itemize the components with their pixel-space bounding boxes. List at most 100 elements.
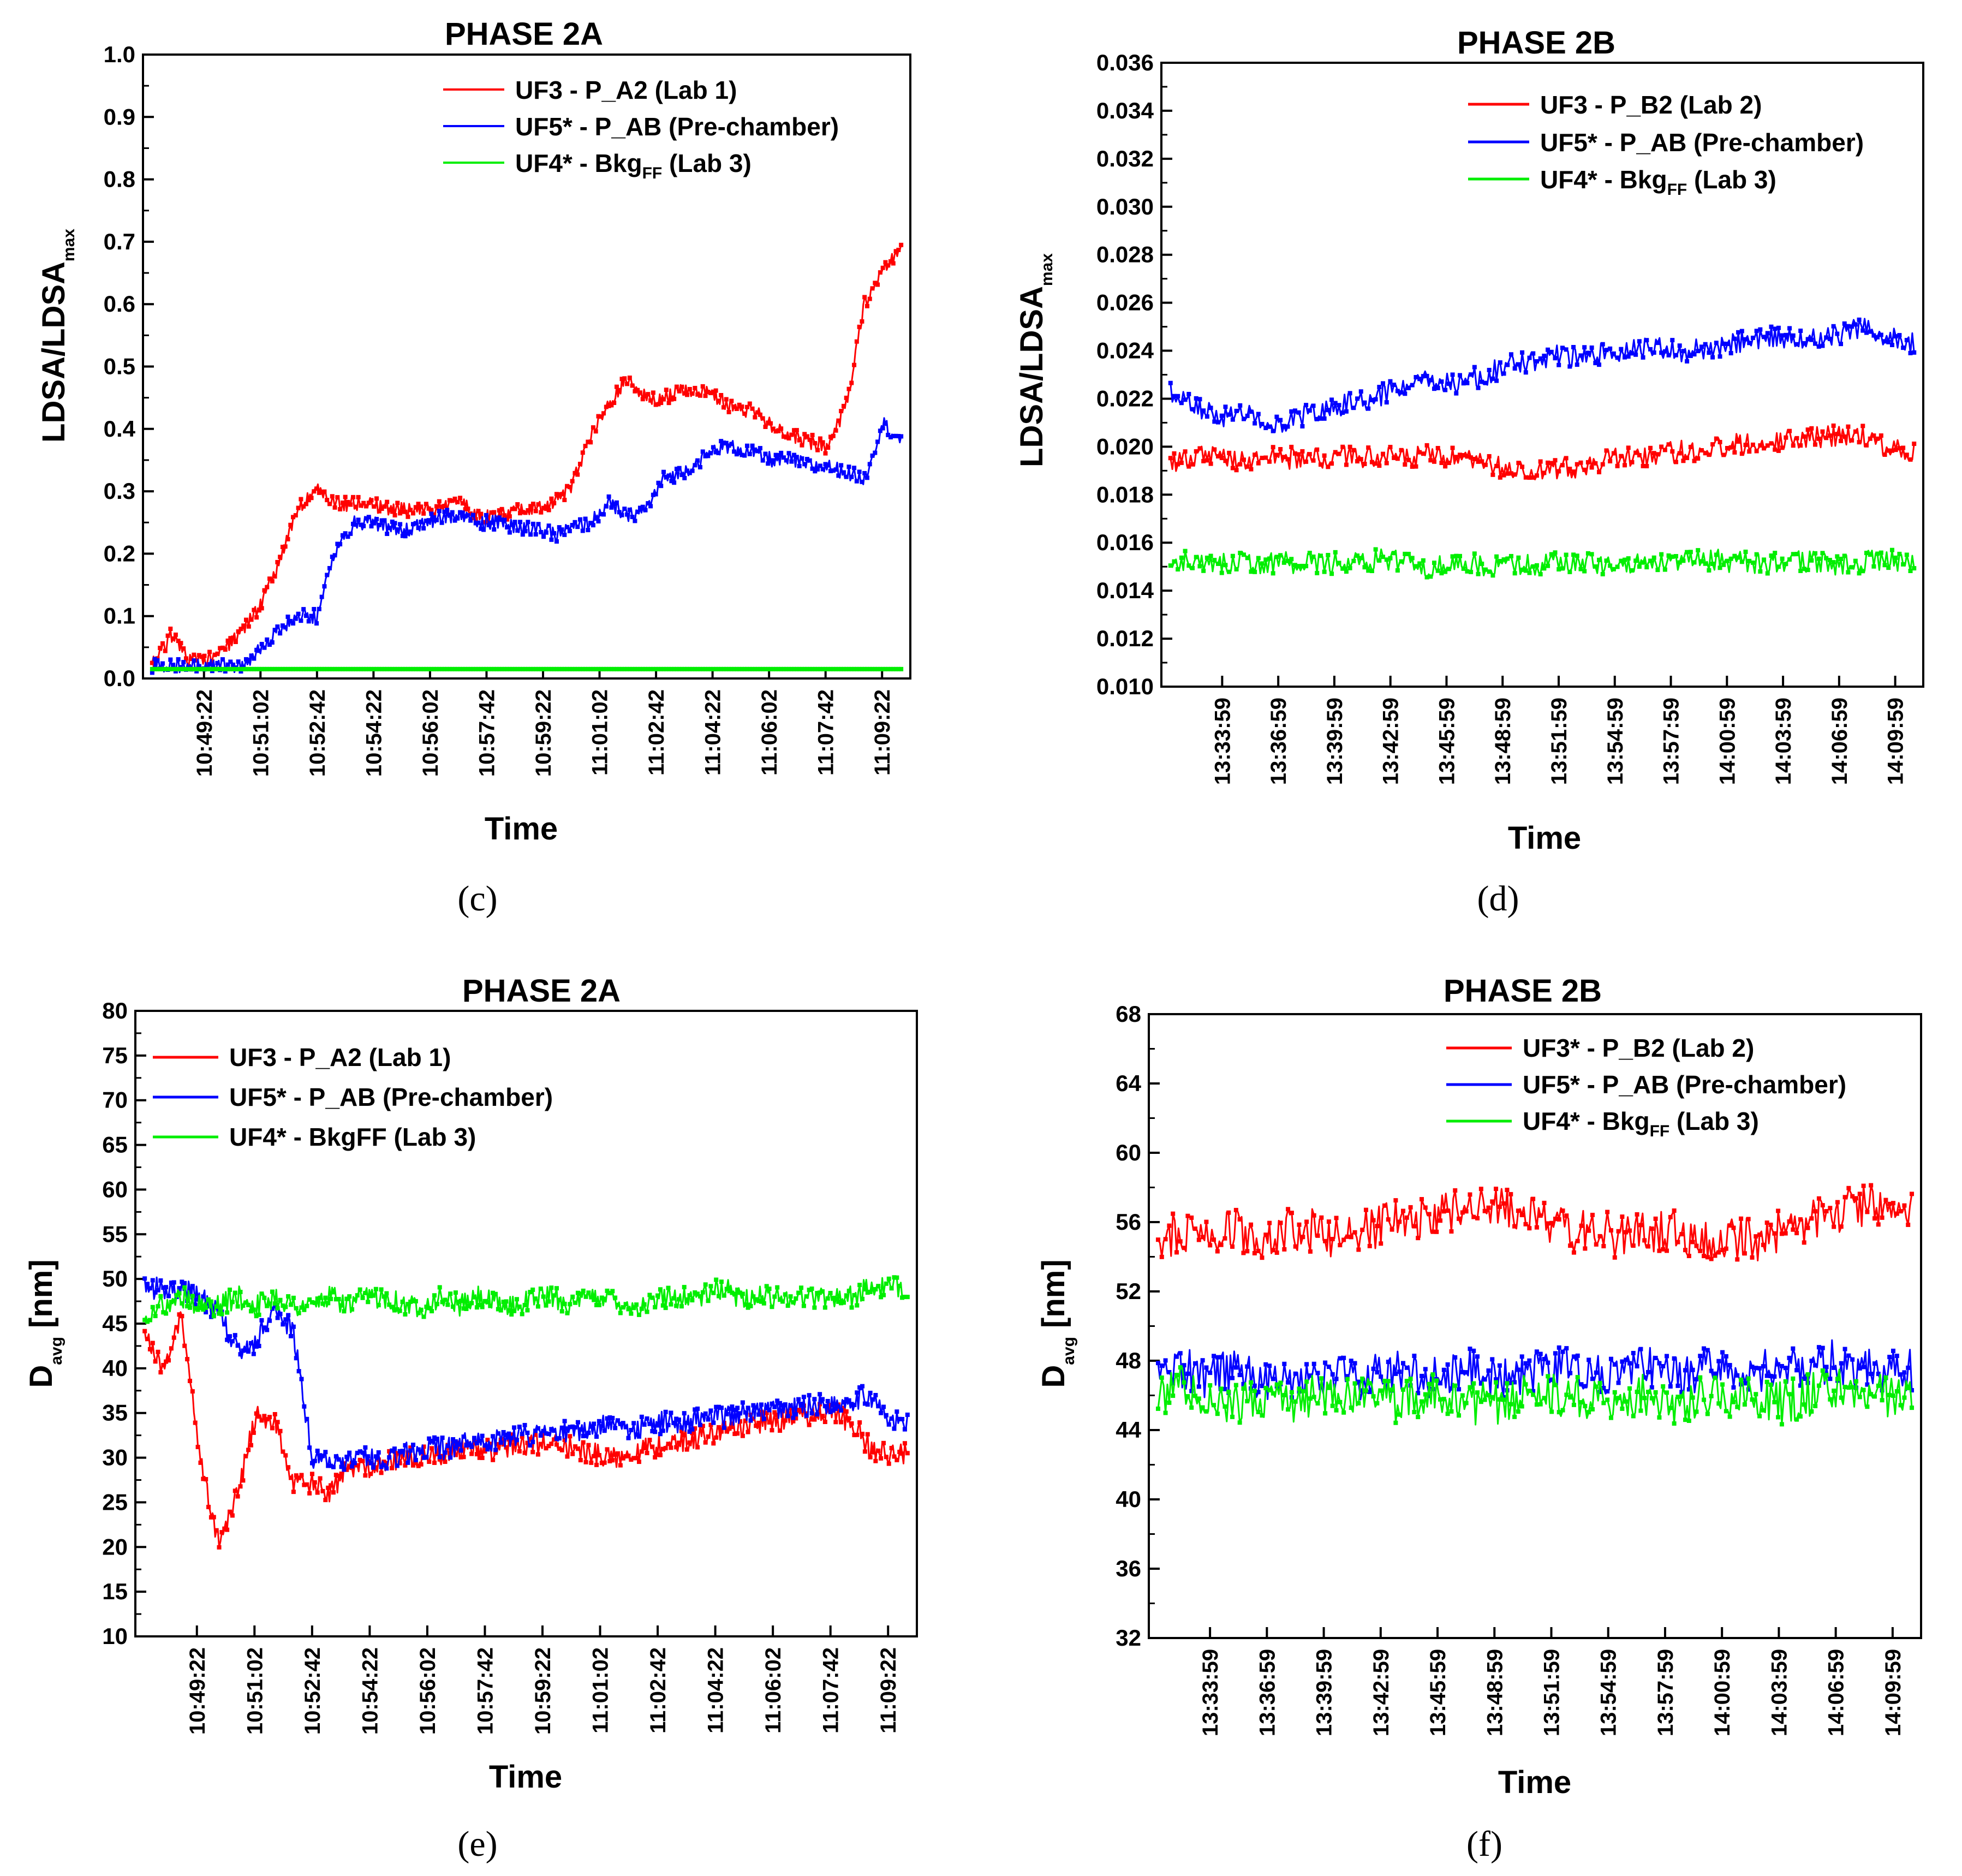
data-point bbox=[262, 588, 267, 593]
data-point bbox=[1260, 561, 1265, 566]
data-point bbox=[408, 1448, 413, 1453]
data-point bbox=[193, 1420, 198, 1425]
data-point bbox=[309, 1461, 314, 1466]
data-point bbox=[1219, 1355, 1224, 1360]
data-point bbox=[1286, 1380, 1291, 1385]
data-point bbox=[886, 263, 891, 268]
data-point bbox=[1256, 412, 1261, 416]
data-point bbox=[635, 509, 640, 514]
data-point bbox=[870, 286, 875, 291]
data-point bbox=[1469, 372, 1474, 377]
data-point bbox=[807, 666, 812, 671]
data-point bbox=[530, 521, 535, 526]
data-point bbox=[1406, 385, 1411, 390]
data-point bbox=[1585, 350, 1590, 355]
data-point bbox=[1612, 1390, 1617, 1395]
data-point bbox=[458, 496, 463, 501]
data-point bbox=[1215, 1412, 1220, 1416]
data-point bbox=[1791, 443, 1796, 448]
data-point bbox=[785, 1303, 790, 1308]
x-tick-label: 11:07:42 bbox=[819, 1647, 843, 1734]
data-point bbox=[703, 394, 708, 398]
data-point bbox=[510, 522, 515, 527]
data-point bbox=[1583, 1404, 1588, 1409]
y-tick-label: 32 bbox=[1116, 1625, 1141, 1651]
data-point bbox=[606, 494, 611, 499]
data-point bbox=[479, 511, 484, 516]
data-point bbox=[559, 666, 564, 671]
data-point bbox=[682, 1411, 687, 1416]
data-point bbox=[1750, 560, 1755, 565]
data-point bbox=[1655, 568, 1660, 573]
data-point bbox=[766, 420, 771, 425]
data-point bbox=[1677, 560, 1682, 565]
data-point bbox=[275, 1306, 280, 1311]
data-point bbox=[1464, 1209, 1469, 1214]
data-point bbox=[1512, 1414, 1517, 1419]
data-point bbox=[1487, 569, 1492, 574]
data-point bbox=[1784, 332, 1788, 337]
data-point bbox=[865, 1402, 870, 1407]
data-point bbox=[559, 1425, 564, 1430]
data-point bbox=[493, 1450, 498, 1455]
data-point bbox=[1582, 569, 1587, 574]
data-point bbox=[586, 1443, 591, 1448]
data-point bbox=[267, 1301, 272, 1306]
data-point bbox=[583, 666, 588, 671]
data-point bbox=[565, 1426, 570, 1431]
data-point bbox=[1869, 1372, 1874, 1377]
data-point bbox=[243, 1348, 248, 1353]
data-point bbox=[1546, 1374, 1550, 1379]
data-point bbox=[1631, 1350, 1636, 1355]
data-point bbox=[355, 1450, 360, 1455]
data-point bbox=[536, 502, 541, 507]
data-point bbox=[645, 1309, 649, 1314]
data-point bbox=[1330, 1237, 1335, 1242]
data-point bbox=[1338, 1356, 1343, 1361]
data-point bbox=[506, 1308, 511, 1313]
data-point bbox=[326, 1463, 331, 1468]
y-tick-label: 30 bbox=[102, 1445, 128, 1470]
data-point bbox=[254, 1344, 259, 1349]
data-point bbox=[794, 1412, 798, 1417]
data-point bbox=[1648, 445, 1653, 450]
data-point bbox=[1589, 552, 1594, 557]
data-point bbox=[265, 585, 270, 589]
data-point bbox=[1583, 1246, 1588, 1251]
data-point bbox=[1615, 463, 1620, 468]
data-point bbox=[862, 295, 867, 300]
data-point bbox=[629, 1428, 634, 1433]
data-point bbox=[419, 1307, 424, 1312]
data-point bbox=[1560, 346, 1565, 350]
data-point bbox=[1813, 442, 1818, 447]
data-point bbox=[820, 467, 825, 472]
data-point bbox=[238, 669, 243, 674]
data-point bbox=[1677, 451, 1682, 456]
data-point bbox=[711, 1441, 716, 1446]
data-point bbox=[544, 1303, 548, 1308]
data-point bbox=[896, 666, 901, 671]
data-point bbox=[855, 1303, 860, 1308]
data-point bbox=[424, 1305, 429, 1309]
data-point bbox=[1626, 445, 1631, 450]
data-point bbox=[492, 666, 497, 671]
data-point bbox=[1827, 433, 1832, 438]
data-point bbox=[158, 1278, 163, 1283]
data-point bbox=[1482, 1208, 1487, 1213]
data-point bbox=[1564, 347, 1569, 352]
data-point bbox=[815, 467, 820, 472]
data-point bbox=[737, 451, 742, 456]
data-point bbox=[1739, 329, 1744, 333]
data-point bbox=[656, 666, 661, 671]
data-point bbox=[1323, 1411, 1328, 1416]
data-point bbox=[1846, 1385, 1851, 1390]
panel-f-frame bbox=[1148, 1013, 1922, 1639]
data-point bbox=[1172, 394, 1177, 398]
data-point bbox=[523, 666, 528, 671]
data-point bbox=[225, 666, 230, 671]
data-point bbox=[883, 260, 888, 265]
data-point bbox=[192, 666, 196, 671]
data-point bbox=[485, 1438, 490, 1443]
data-point bbox=[679, 1304, 684, 1309]
data-point bbox=[1805, 337, 1810, 342]
